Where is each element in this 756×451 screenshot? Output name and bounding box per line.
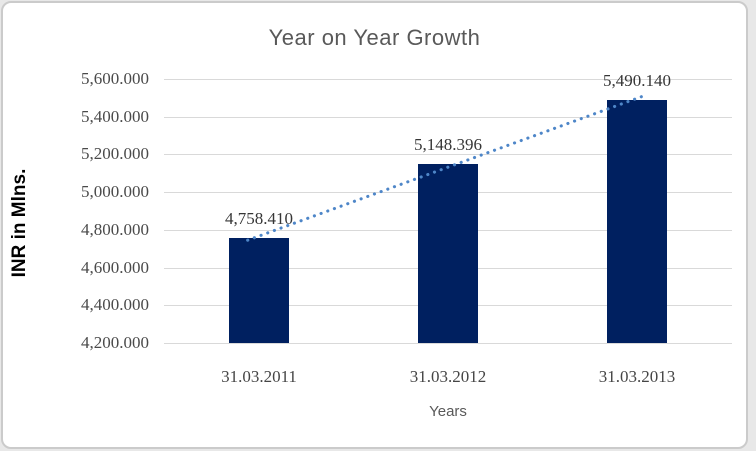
y-tick-label: 4,600.000 [81,258,149,277]
y-tick-label: 5,200.000 [81,144,149,163]
chart-title: Year on Year Growth [268,25,481,50]
y-tick-label: 5,600.000 [81,69,149,88]
gridline [164,79,732,80]
y-tick-label: 4,200.000 [81,333,149,352]
x-category-label: 31.03.2013 [598,367,676,386]
x-axis-title: Years [429,403,467,420]
bar-data-label: 4,758.410 [225,209,293,228]
bar-data-label: 5,490.140 [603,71,671,90]
x-category-label: 31.03.2012 [409,367,487,386]
y-tick-label: 5,000.000 [81,182,149,201]
bar [229,237,289,343]
bar-data-label: 5,148.396 [414,135,482,154]
bar [607,99,667,343]
bar [418,164,478,343]
y-tick-label: 4,800.000 [81,220,149,239]
y-tick-label: 5,400.000 [81,107,149,126]
x-category-label: 31.03.2011 [221,367,297,386]
gridline [164,343,732,344]
y-tick-label: 4,400.000 [81,295,149,314]
